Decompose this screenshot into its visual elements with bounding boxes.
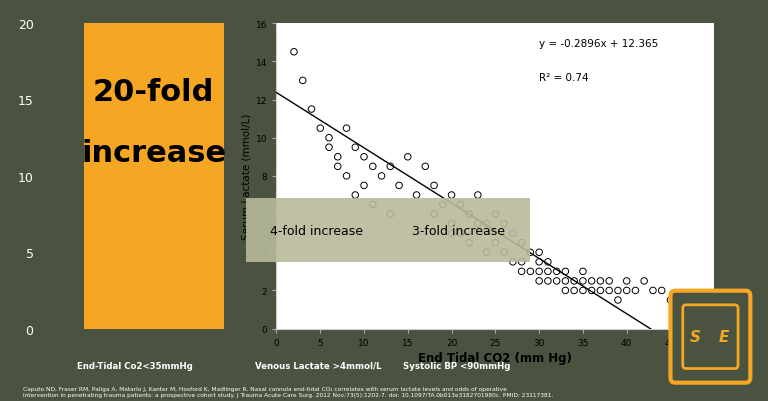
Point xyxy=(306,107,318,113)
Point xyxy=(515,259,528,265)
Text: 20-fold: 20-fold xyxy=(93,78,214,107)
Point xyxy=(656,288,668,294)
Point xyxy=(437,202,449,208)
Point xyxy=(507,259,519,265)
Point xyxy=(568,288,581,294)
Text: 3-fold increase: 3-fold increase xyxy=(412,224,505,237)
Point xyxy=(296,78,309,84)
Point xyxy=(507,230,519,237)
X-axis label: End Tidal CO2 (mm Hg): End Tidal CO2 (mm Hg) xyxy=(419,351,572,364)
Point xyxy=(472,192,484,198)
Point xyxy=(621,288,633,294)
Point xyxy=(402,154,414,160)
Text: Caputo ND, Fraser RM, Paliga A, Matarlo J, Kanter M, Hosford K, Madlinger R. Nas: Caputo ND, Fraser RM, Paliga A, Matarlo … xyxy=(23,386,553,397)
Point xyxy=(340,173,353,180)
Point xyxy=(288,49,300,56)
Text: increase: increase xyxy=(81,139,226,168)
Point xyxy=(340,126,353,132)
Point xyxy=(445,230,458,237)
Point xyxy=(525,269,537,275)
Point xyxy=(481,249,493,256)
Point xyxy=(349,145,362,151)
Point xyxy=(515,240,528,246)
Text: R² = 0.74: R² = 0.74 xyxy=(539,73,589,83)
Point xyxy=(541,259,554,265)
Point xyxy=(612,288,624,294)
Point xyxy=(323,135,335,142)
Point xyxy=(673,297,685,304)
Point xyxy=(577,288,589,294)
Point xyxy=(366,202,379,208)
Point xyxy=(376,173,388,180)
Text: 4-fold increase: 4-fold increase xyxy=(270,224,363,237)
Text: Venous Lactate >4mmol/L: Venous Lactate >4mmol/L xyxy=(256,361,382,370)
Point xyxy=(551,278,563,284)
Point xyxy=(498,249,510,256)
Point xyxy=(682,297,694,304)
Point xyxy=(323,145,335,151)
Point xyxy=(647,288,659,294)
Point xyxy=(541,278,554,284)
FancyBboxPatch shape xyxy=(683,305,738,369)
Point xyxy=(603,288,615,294)
Point xyxy=(384,211,396,218)
Point xyxy=(533,278,545,284)
Text: E: E xyxy=(719,329,730,344)
Point xyxy=(366,164,379,170)
Point xyxy=(454,202,466,208)
Point xyxy=(515,269,528,275)
Point xyxy=(358,154,370,160)
Y-axis label: Serum Lactate (mmol/L): Serum Lactate (mmol/L) xyxy=(242,113,252,239)
Point xyxy=(585,278,598,284)
Text: S: S xyxy=(690,329,700,344)
Point xyxy=(612,297,624,304)
Point xyxy=(489,211,502,218)
Point xyxy=(419,164,432,170)
Point xyxy=(445,221,458,227)
Point xyxy=(445,192,458,198)
Point xyxy=(393,183,406,189)
Point xyxy=(594,278,607,284)
Point xyxy=(314,126,326,132)
Point xyxy=(577,269,589,275)
Point xyxy=(332,154,344,160)
Point xyxy=(349,192,362,198)
Point xyxy=(541,269,554,275)
Bar xyxy=(84,24,223,329)
Point xyxy=(664,297,677,304)
Point xyxy=(585,288,598,294)
Point xyxy=(568,278,581,284)
Point xyxy=(410,192,422,198)
Point xyxy=(621,278,633,284)
Point xyxy=(629,288,641,294)
Point xyxy=(454,230,466,237)
FancyBboxPatch shape xyxy=(670,291,750,383)
Text: Systolic BP <90mmHg: Systolic BP <90mmHg xyxy=(403,361,511,370)
Point xyxy=(472,221,484,227)
Point xyxy=(594,288,607,294)
Point xyxy=(533,259,545,265)
Point xyxy=(559,269,571,275)
Point xyxy=(358,183,370,189)
Point xyxy=(603,278,615,284)
Point xyxy=(463,211,475,218)
Point xyxy=(489,240,502,246)
Point xyxy=(481,221,493,227)
Point xyxy=(428,211,440,218)
Point xyxy=(638,278,650,284)
Point xyxy=(332,164,344,170)
Point xyxy=(525,249,537,256)
Point xyxy=(428,183,440,189)
Point xyxy=(463,240,475,246)
Point xyxy=(384,164,396,170)
Text: y = -0.2896x + 12.365: y = -0.2896x + 12.365 xyxy=(539,39,658,49)
Point xyxy=(498,221,510,227)
Point xyxy=(559,278,571,284)
Point xyxy=(533,249,545,256)
Point xyxy=(551,269,563,275)
Point xyxy=(577,278,589,284)
Point xyxy=(559,288,571,294)
Text: End-Tidal Co2<35mmHg: End-Tidal Co2<35mmHg xyxy=(77,361,192,370)
Point xyxy=(533,269,545,275)
